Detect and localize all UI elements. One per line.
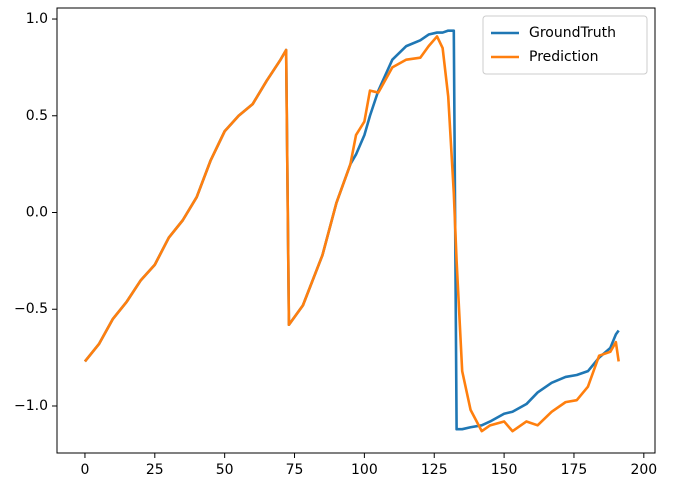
axes-frame — [56, 7, 656, 454]
x-tick-label: 75 — [286, 462, 304, 478]
series-line — [83, 35, 620, 433]
y-tick-label: 1.0 — [26, 11, 48, 27]
x-tick-label: 25 — [146, 462, 164, 478]
legend-label: GroundTruth — [529, 25, 616, 41]
legend-label: Prediction — [529, 49, 599, 65]
x-tick-label: 200 — [630, 462, 657, 478]
plot-area — [83, 29, 620, 433]
y-tick-label: −0.5 — [14, 301, 48, 317]
x-tick-label: 100 — [351, 462, 378, 478]
y-tick-label: 0.5 — [26, 108, 48, 124]
x-tick-label: 175 — [561, 462, 588, 478]
x-tick-label: 150 — [491, 462, 518, 478]
x-tick-label: 0 — [80, 462, 89, 478]
y-tick-label: −1.0 — [14, 398, 48, 414]
series-line — [83, 29, 620, 431]
y-tick-label: 0.0 — [26, 205, 48, 221]
legend-box — [482, 15, 648, 75]
x-tick-label: 125 — [421, 462, 448, 478]
x-tick-label: 50 — [216, 462, 234, 478]
